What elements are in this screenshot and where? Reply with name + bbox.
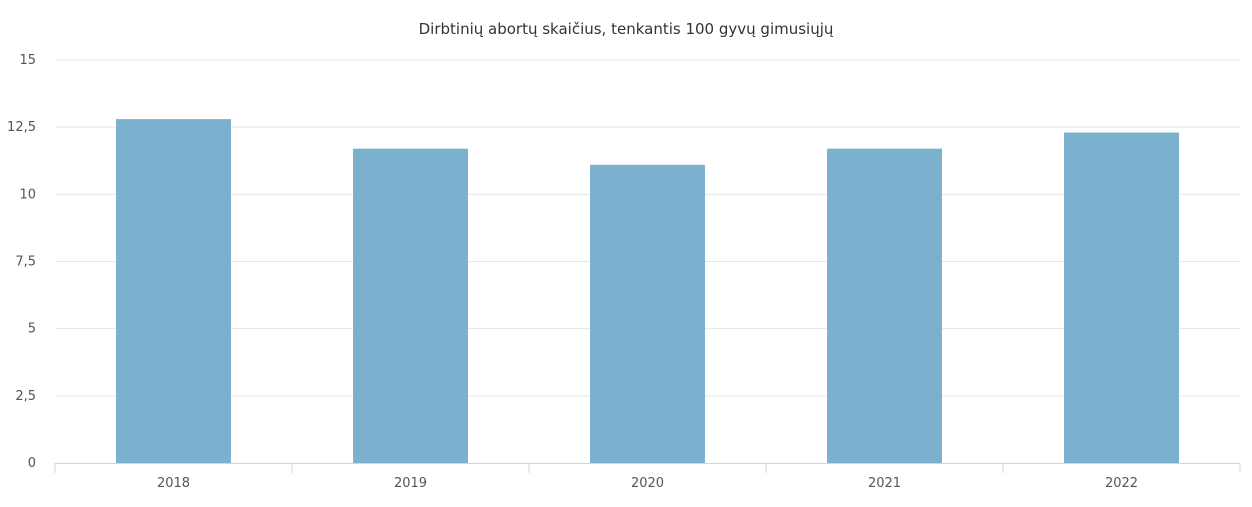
x-axis-labels: 2018 2019 2020 2021 2022 bbox=[157, 476, 1138, 491]
bar-2020[interactable] bbox=[590, 164, 705, 463]
bar-2021[interactable] bbox=[827, 148, 942, 463]
x-tick-label: 2021 bbox=[868, 476, 901, 491]
y-axis-labels: 0 2,5 5 7,5 10 12,5 15 bbox=[7, 53, 36, 471]
y-tick-label: 15 bbox=[19, 53, 36, 68]
y-tick-label: 0 bbox=[28, 456, 36, 471]
y-tick-label: 7,5 bbox=[15, 255, 36, 270]
x-tick-label: 2022 bbox=[1105, 476, 1138, 491]
bar-2019[interactable] bbox=[353, 148, 468, 463]
y-tick-label: 5 bbox=[28, 322, 36, 337]
x-tick-label: 2018 bbox=[157, 476, 190, 491]
chart-title: Dirbtinių abortų skaičius, tenkantis 100… bbox=[419, 20, 834, 38]
y-tick-label: 12,5 bbox=[7, 120, 36, 135]
x-tick-label: 2019 bbox=[394, 476, 427, 491]
bars bbox=[116, 119, 1179, 464]
bar-2022[interactable] bbox=[1064, 132, 1179, 464]
x-tick-label: 2020 bbox=[631, 476, 664, 491]
y-tick-label: 10 bbox=[19, 187, 36, 202]
y-tick-label: 2,5 bbox=[15, 389, 36, 404]
x-axis bbox=[54, 463, 1241, 473]
bar-2018[interactable] bbox=[116, 119, 231, 464]
